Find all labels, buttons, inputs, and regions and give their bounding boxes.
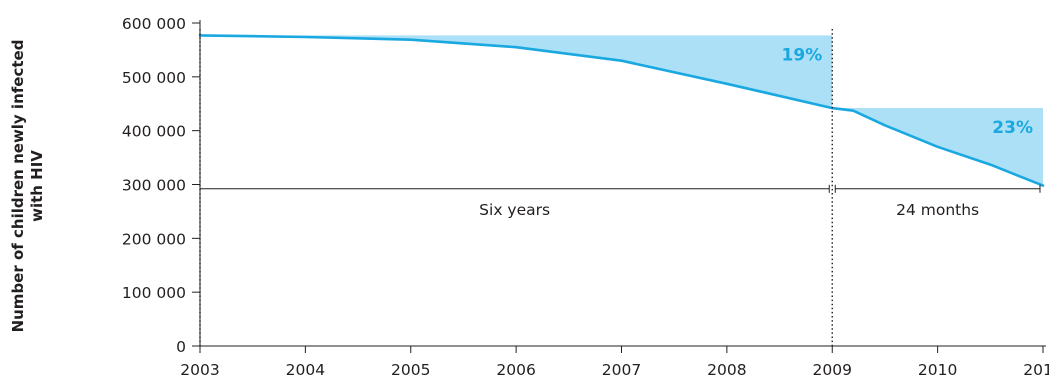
reduction-labels: 19% 23%: [782, 45, 1033, 138]
reduction-percent-label-2: 23%: [992, 118, 1033, 138]
x-tick-label: 2003: [180, 361, 219, 379]
series-line: [198, 34, 1045, 187]
y-tick-label: 300 000: [122, 177, 186, 195]
period-brackets: Six years 24 months: [199, 184, 1041, 219]
y-tick-label: 500 000: [122, 69, 186, 87]
reduction-areas: [200, 35, 1043, 186]
y-tick-label: 200 000: [122, 230, 186, 248]
y-tick-label: 600 000: [122, 15, 186, 33]
x-tick-label: 2006: [496, 361, 535, 379]
x-tick-label: 2011: [1023, 361, 1049, 379]
y-axis-title-line-2: with HIV: [28, 150, 46, 222]
x-tick-label: 2007: [602, 361, 641, 379]
axes: 0 100 000 200 000 300 000 400 000 500 000 600 …: [122, 15, 1049, 379]
reduction-percent-label-1: 19%: [782, 45, 823, 65]
y-tick-label: 0: [176, 338, 186, 356]
x-tick-label: 2008: [707, 361, 746, 379]
period-label: Six years: [479, 201, 550, 219]
y-tick-label: 100 000: [122, 284, 186, 302]
x-tick-label: 2005: [391, 361, 430, 379]
x-tick-label: 2004: [286, 361, 325, 379]
x-tick-label: 2009: [813, 361, 852, 379]
x-tick-label: 2010: [918, 361, 957, 379]
y-axis-title: Number of children newly infected with H…: [9, 40, 46, 333]
period-label: 24 months: [896, 201, 979, 219]
y-axis-title-line-1: Number of children newly infected: [9, 40, 27, 333]
reduction-area-1: [200, 35, 833, 109]
series-line-layer: [198, 34, 1045, 187]
y-tick-label: 400 000: [122, 123, 186, 141]
